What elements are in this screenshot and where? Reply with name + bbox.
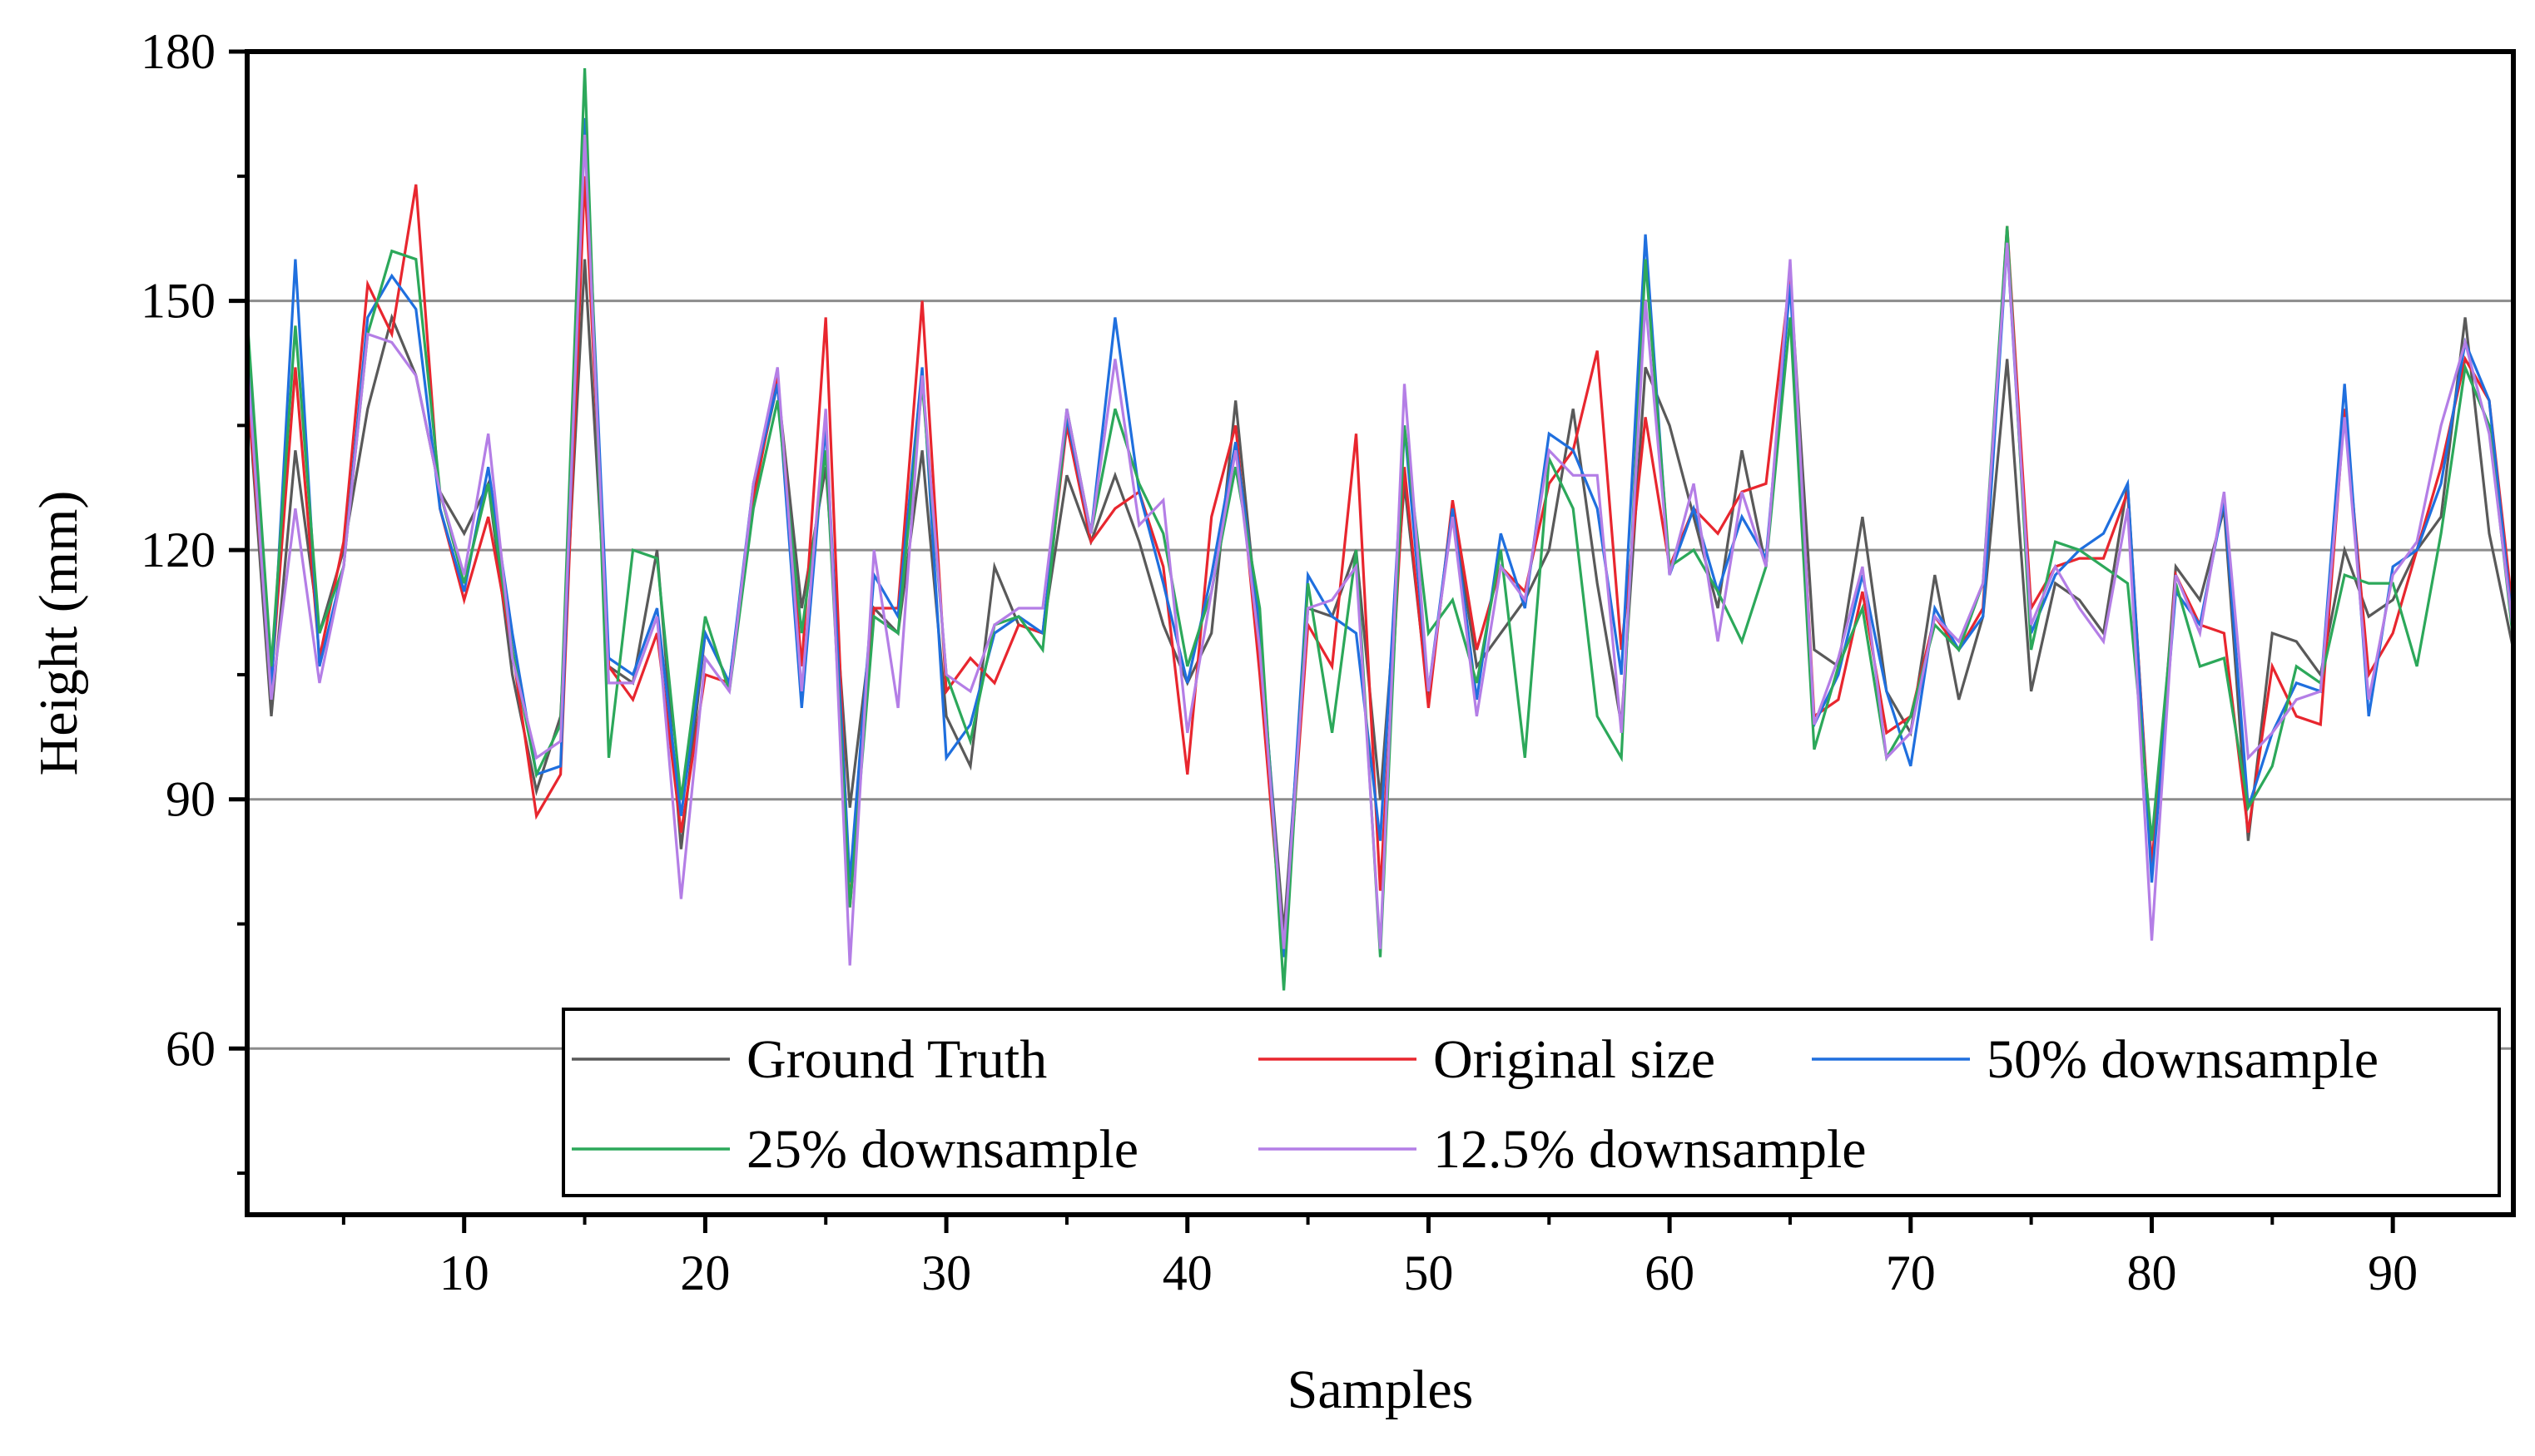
x-tick-label: 30 [921,1246,971,1300]
x-tick-label: 80 [2126,1246,2176,1300]
y-tick-label: 150 [141,274,216,329]
x-tick-label: 20 [680,1246,730,1300]
plot-frame [245,49,2516,1217]
legend-label: Ground Truth [747,1029,1047,1090]
x-axis-title: Samples [1287,1359,1474,1420]
y-tick-label: 180 [141,24,216,79]
x-tick-label: 90 [2368,1246,2418,1300]
y-axis-title: Height (mm) [28,491,89,776]
legend-box [562,1008,2501,1197]
legend-label: 12.5% downsample [1433,1119,1867,1180]
legend-label: Original size [1433,1029,1715,1090]
x-tick-label: 10 [439,1246,489,1300]
y-tick-label: 120 [141,522,216,577]
y-tick-label: 60 [166,1021,216,1076]
series-lines [246,67,2515,991]
legend-label: 50% downsample [1987,1029,2379,1090]
series-line-12-5-downsample [246,134,2515,966]
x-tick-label: 70 [1886,1246,1936,1300]
series-line-50-downsample [246,117,2515,958]
x-tick-label: 40 [1163,1246,1213,1300]
y-tick-label: 90 [166,772,216,827]
legend-label: 25% downsample [747,1119,1139,1180]
x-tick-label: 50 [1403,1246,1453,1300]
legend: Ground Truth Original size 50% downsample 2… [562,1008,2501,1197]
axes: 60 90 120 150 180 10 20 30 40 50 60 70 80 90 [141,24,2418,1300]
x-tick-label: 60 [1645,1246,1694,1300]
